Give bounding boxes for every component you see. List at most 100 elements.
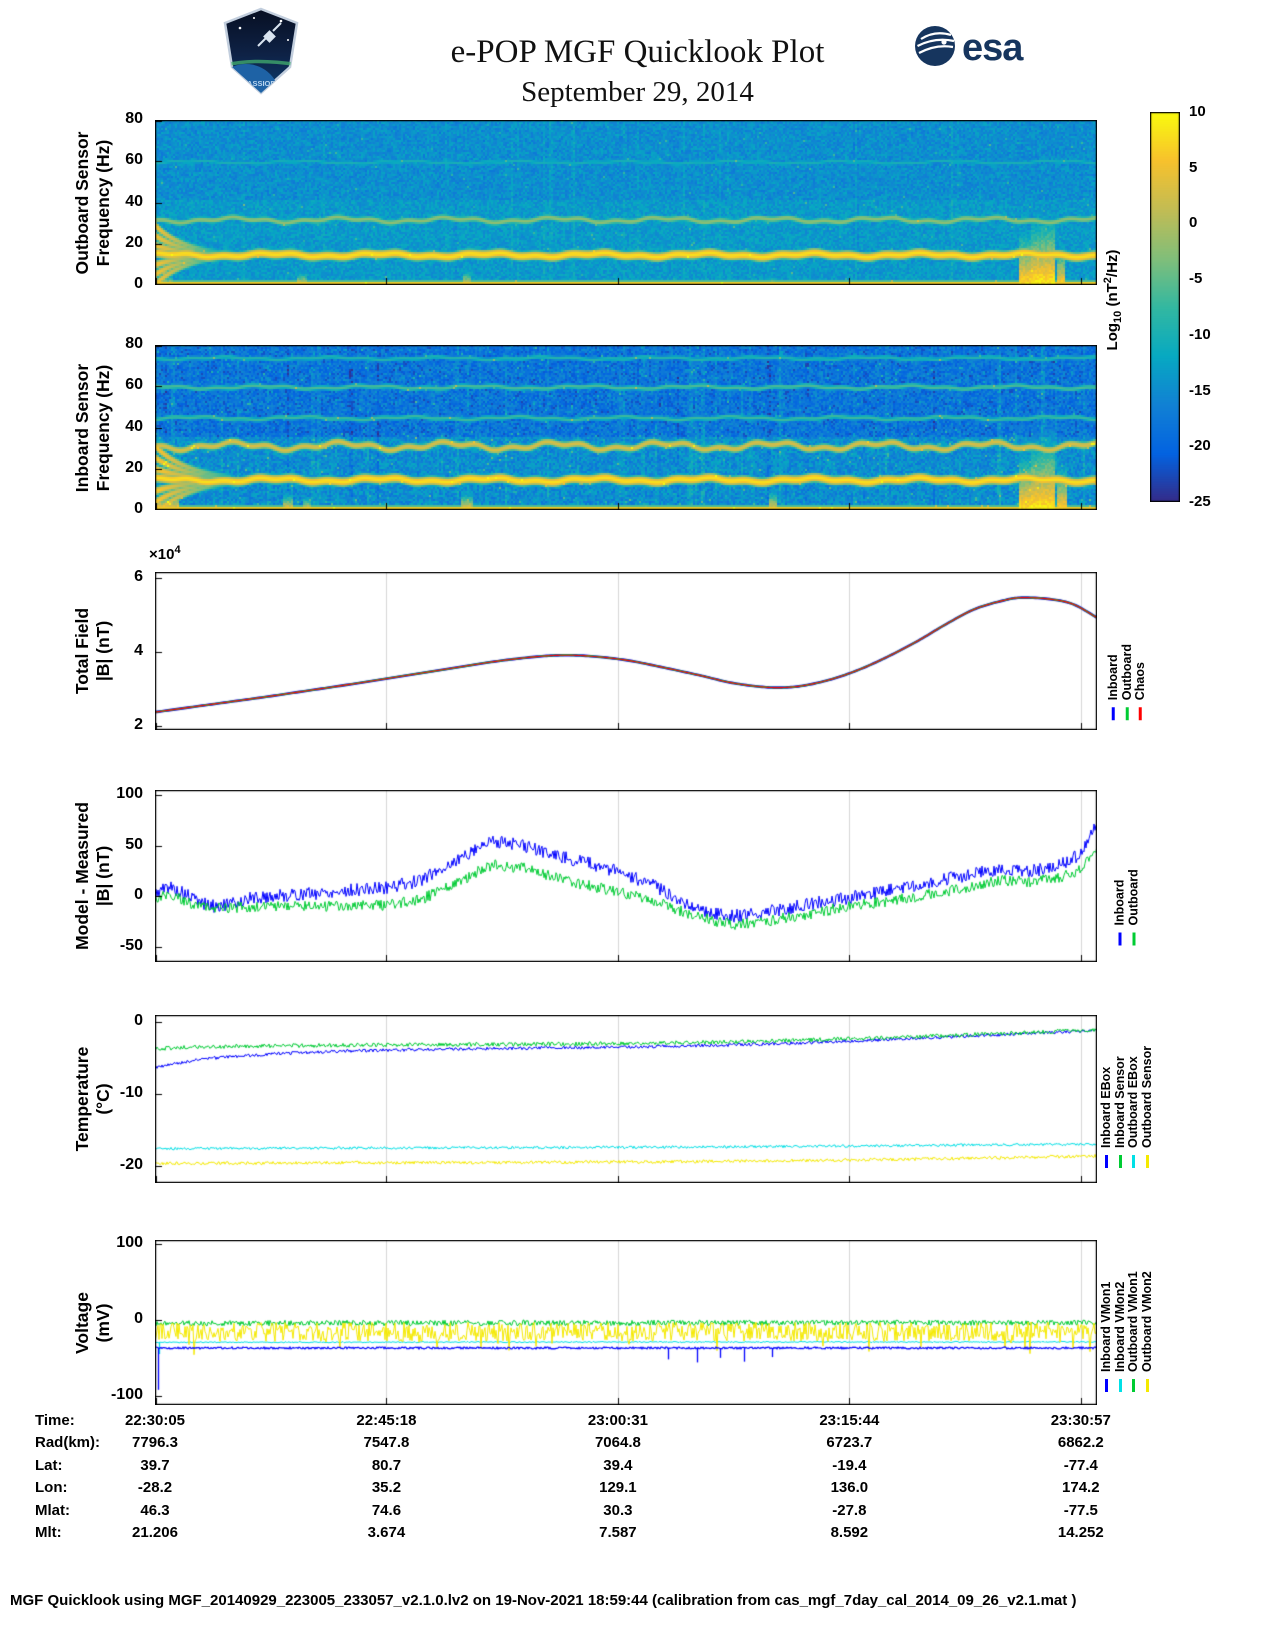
colorbar-label-sub: 10: [1112, 310, 1124, 323]
legend-label: Outboard: [1119, 643, 1134, 700]
colorbar-tick-label: 10: [1189, 103, 1206, 120]
legend-label: Inboard VMon1: [1099, 1281, 1114, 1372]
page-subtitle: September 29, 2014: [521, 76, 754, 108]
table-cell: 30.3: [603, 1501, 633, 1519]
colorbar: [1150, 112, 1180, 502]
legend-entry: Inboard: [1112, 795, 1128, 945]
legend-label: Inboard Sensor: [1112, 1056, 1127, 1148]
patch-satellite-icon: [257, 22, 282, 47]
table-cell: 174.2: [1062, 1479, 1100, 1497]
y-tick-label: -50: [119, 936, 143, 954]
colorbar-tick-label: 0: [1189, 214, 1198, 232]
legend-entry: Outboard EBox: [1126, 1018, 1141, 1168]
table-cell: -77.5: [1063, 1501, 1098, 1519]
colorbar-label-suffix: /Hz): [1104, 249, 1121, 278]
table-cell: 14.252: [1057, 1524, 1104, 1541]
legend-label: Outboard VMon2: [1139, 1270, 1154, 1372]
table-cell: 23:00:31: [587, 1412, 648, 1429]
patch-star: [253, 17, 255, 19]
table-row-label: Lat:: [35, 1456, 63, 1474]
y-tick-label: 4: [134, 641, 143, 659]
colorbar-tick-label: -20: [1189, 437, 1211, 455]
esa-logo: esa: [915, 26, 1025, 69]
y-tick-label: 20: [125, 458, 143, 476]
legend-line-sample: [1139, 707, 1142, 720]
legend-entry: Inboard VMon1: [1099, 1242, 1114, 1392]
table-cell: 35.2: [371, 1479, 402, 1497]
legend-label: Inboard: [1106, 654, 1120, 700]
table-cell: 3.674: [367, 1524, 406, 1541]
y-tick-label: 0: [134, 1309, 143, 1327]
cassiope-mission-patch: CASSIOPE: [223, 7, 299, 95]
patch-star: [287, 39, 289, 41]
y-tick-label: 0: [134, 886, 143, 904]
exponent-power: 4: [174, 544, 181, 556]
y-tick-label: 2: [134, 716, 143, 734]
table-cell: -77.4: [1063, 1456, 1098, 1474]
table-row-label: Time:: [35, 1412, 75, 1429]
legend-line-sample: [1145, 1378, 1149, 1392]
table-cell: 80.7: [371, 1456, 402, 1474]
legend-line-sample: [1112, 707, 1115, 720]
colorbar-tick-label: 5: [1189, 158, 1198, 176]
colorbar-tick-label: -15: [1189, 381, 1211, 399]
y-tick-label: 60: [125, 151, 143, 169]
y-tick-label: 0: [134, 500, 143, 517]
voltage-chart-canvas: [155, 1240, 1097, 1405]
table-row-label: Mlat:: [35, 1501, 70, 1519]
table-cell: 8.592: [830, 1524, 869, 1541]
colorbar-tick-label: -25: [1189, 493, 1211, 510]
legend-line-sample: [1118, 932, 1122, 945]
patch-star: [279, 19, 283, 23]
legend-label: Outboard Sensor: [1139, 1045, 1154, 1148]
table-cell: 7.587: [599, 1524, 637, 1541]
cassiope-logo-text: CASSIOPE: [242, 79, 281, 88]
legend-label: Inboard EBox: [1099, 1066, 1114, 1148]
legend-label: Chaos: [1133, 661, 1147, 700]
y-tick-label: -10: [119, 1084, 143, 1102]
y-tick-label: 100: [116, 785, 143, 803]
legend-entry: Chaos: [1133, 570, 1148, 720]
table-cell: 39.4: [603, 1456, 633, 1474]
y-tick-label: 40: [125, 417, 143, 435]
table-cell: 6723.7: [826, 1434, 873, 1452]
total-field-chart-canvas: [155, 572, 1097, 730]
model-minus-measured-legend: Inboard Outboard: [1112, 795, 1141, 945]
table-cell: 74.6: [371, 1501, 402, 1519]
legend-entry: Outboard: [1120, 570, 1134, 720]
voltage-legend: Inboard VMon1 Inboard VMon2 Outboard VMon1…: [1099, 1242, 1154, 1392]
y-tick-label: 20: [125, 233, 143, 251]
colorbar-axis-label: Log10 (nT2/Hz): [1102, 215, 1124, 385]
model-minus-measured-chart-canvas: [155, 790, 1097, 962]
exponent-base: ×10: [149, 546, 175, 563]
esa-logo-text: esa: [962, 27, 1024, 69]
table-cell: 21.206: [132, 1524, 178, 1541]
total-field-legend: Inboard Outboard Chaos: [1106, 570, 1148, 720]
legend-entry: Outboard Sensor: [1139, 1018, 1155, 1168]
y-tick-label: 100: [116, 1233, 143, 1251]
table-row-label: Rad(km):: [35, 1434, 101, 1452]
table-cell: 23:30:57: [1050, 1412, 1111, 1429]
legend-label: Inboard VMon2: [1112, 1281, 1127, 1372]
y-tick-label: 0: [134, 275, 143, 292]
table-cell: 7796.3: [132, 1434, 178, 1452]
legend-line-sample: [1105, 1155, 1109, 1168]
table-cell: 136.0: [830, 1479, 869, 1497]
y-tick-label: 60: [125, 376, 143, 394]
inboard-spectrogram-canvas: [155, 345, 1097, 510]
outboard-spectrogram-canvas: [155, 120, 1097, 285]
table-cell: 6862.2: [1057, 1434, 1104, 1452]
table-cell: 7064.8: [594, 1434, 641, 1452]
table-row-label: Mlt:: [35, 1524, 62, 1541]
colorbar-tick-label: -5: [1189, 270, 1203, 288]
legend-line-sample: [1132, 1155, 1136, 1168]
legend-entry: Inboard Sensor: [1112, 1018, 1128, 1168]
legend-entry: Inboard EBox: [1099, 1018, 1114, 1168]
table-cell: -28.2: [137, 1479, 173, 1497]
legend-label: Inboard: [1112, 879, 1127, 925]
legend-line-sample: [1132, 932, 1136, 945]
table-cell: 22:45:18: [356, 1412, 417, 1429]
y-tick-label: 80: [125, 110, 143, 127]
y-tick-label: 0: [134, 1012, 143, 1030]
